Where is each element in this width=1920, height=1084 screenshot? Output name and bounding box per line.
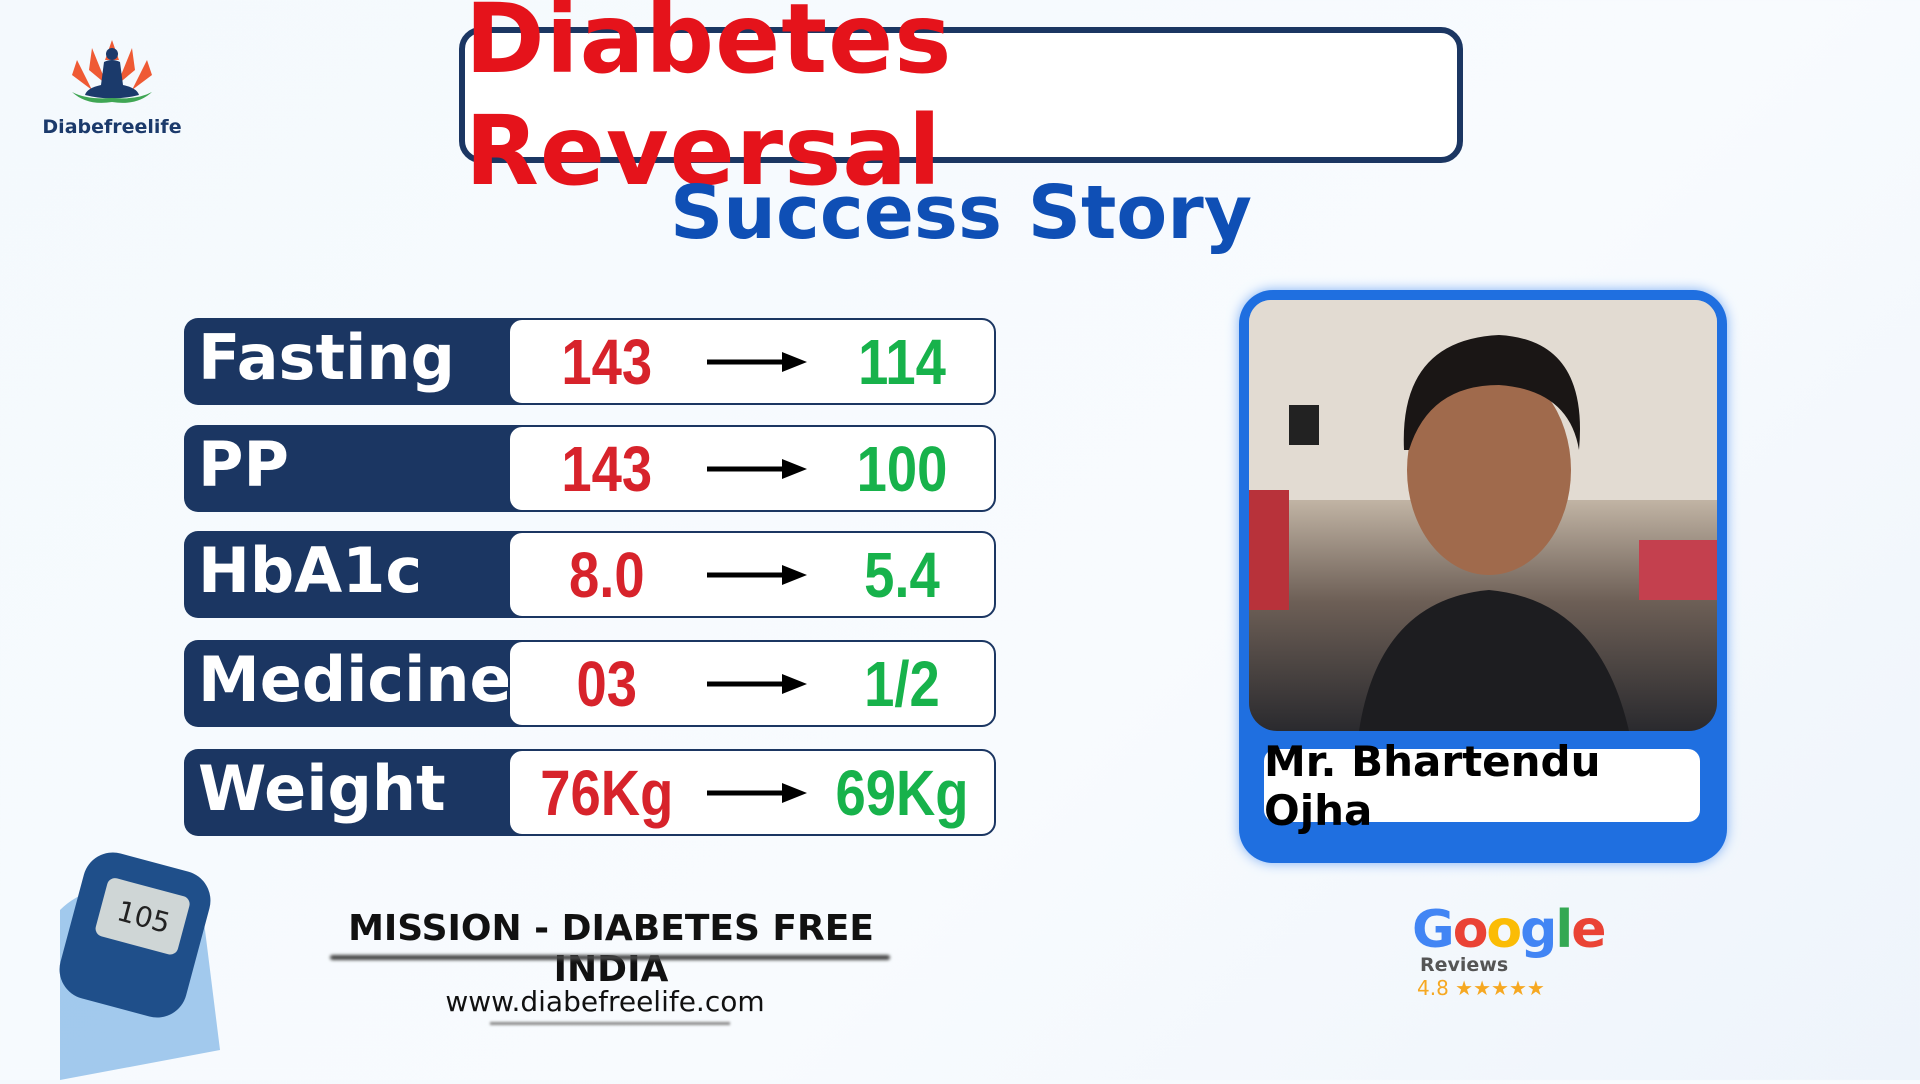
arrow-right-icon <box>704 563 810 587</box>
arrow-right-icon <box>704 672 810 696</box>
page-title: Diabetes Reversal <box>465 0 953 207</box>
metric-before: 143 <box>561 432 653 505</box>
metric-before: 8.0 <box>568 538 645 611</box>
patient-photo <box>1249 300 1717 731</box>
metric-label: Weight <box>184 749 524 836</box>
brand-logo: Diabefreelife <box>42 40 182 138</box>
mission-statement: MISSION - DIABETES FREE INDIA <box>348 908 874 990</box>
arrow-right-icon <box>704 457 810 481</box>
divider <box>330 955 890 960</box>
lotus-meditation-icon <box>72 40 152 103</box>
glucose-meter-image: 105 <box>0 850 300 1080</box>
metric-after: 100 <box>856 432 948 505</box>
star-rating-icon: ★★★★★ <box>1455 976 1545 1000</box>
metric-row-fasting: Fasting 143 114 <box>184 318 996 405</box>
brand-name: Diabefreelife <box>42 116 182 138</box>
metric-row-pp: PP 143 100 <box>184 425 996 512</box>
arrow-right-icon <box>704 350 810 374</box>
metric-after: 114 <box>858 325 946 398</box>
reviews-label: Reviews <box>1420 954 1509 976</box>
website-link[interactable]: www.diabefreelife.com <box>445 985 765 1018</box>
arrow-right-icon <box>704 781 810 805</box>
metric-row-medicines: Medicines 03 1/2 <box>184 640 996 727</box>
metric-label: Fasting <box>184 318 524 405</box>
metric-after: 69Kg <box>835 756 969 829</box>
metric-before: 03 <box>576 647 638 720</box>
title-banner: Diabetes Reversal <box>459 0 1463 207</box>
metric-before: 143 <box>561 325 653 398</box>
divider <box>490 1022 730 1025</box>
patient-card: Mr. Bhartendu Ojha <box>1239 290 1727 863</box>
page-subtitle: Success Story <box>670 170 1252 256</box>
metric-after: 1/2 <box>864 647 940 720</box>
google-logo: Google <box>1412 900 1607 960</box>
metric-label: PP <box>184 425 524 512</box>
google-reviews-badge: Google Reviews 4.8 ★★★★★ <box>1412 900 1607 1000</box>
metric-label: Medicines <box>184 640 548 727</box>
metric-row-hba1c: HbA1c 8.0 5.4 <box>184 531 996 618</box>
rating-value: 4.8 <box>1417 976 1449 1000</box>
metric-label: HbA1c <box>184 531 524 618</box>
metric-row-weight: Weight 76Kg 69Kg <box>184 749 996 836</box>
patient-name: Mr. Bhartendu Ojha <box>1264 737 1700 835</box>
metric-before: 76Kg <box>540 756 674 829</box>
metric-after: 5.4 <box>864 538 940 611</box>
